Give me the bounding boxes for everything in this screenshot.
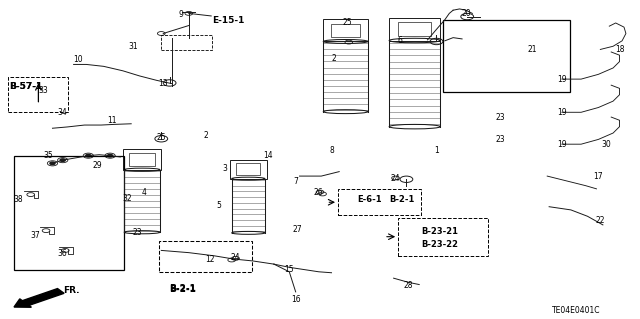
Text: 25: 25 <box>342 19 352 27</box>
Text: E-6-1: E-6-1 <box>357 195 381 204</box>
Text: 14: 14 <box>262 151 273 160</box>
Text: 25: 25 <box>156 133 166 142</box>
FancyArrow shape <box>14 289 64 307</box>
Text: 4: 4 <box>141 189 147 197</box>
Text: 10: 10 <box>73 56 83 64</box>
Text: 19: 19 <box>557 108 567 117</box>
Bar <box>389 18 440 41</box>
Text: 26: 26 <box>314 188 324 197</box>
Text: 17: 17 <box>593 172 604 181</box>
Text: 11: 11 <box>108 116 116 125</box>
Bar <box>443 20 570 92</box>
Text: B-23-21: B-23-21 <box>421 227 458 236</box>
Text: 2: 2 <box>204 131 209 140</box>
Text: 21: 21 <box>528 45 537 54</box>
Bar <box>398 218 488 256</box>
Text: 5: 5 <box>216 201 221 210</box>
Text: B-57-1: B-57-1 <box>10 82 43 91</box>
Text: B-2-1: B-2-1 <box>389 195 415 204</box>
Text: 27: 27 <box>292 225 303 234</box>
Bar <box>8 77 68 112</box>
Bar <box>159 241 252 272</box>
Text: 2: 2 <box>332 54 337 63</box>
Bar <box>14 156 124 270</box>
Text: 19: 19 <box>557 75 567 84</box>
Text: 30: 30 <box>602 140 612 149</box>
Text: B-57-1: B-57-1 <box>10 82 43 91</box>
Text: 24: 24 <box>230 253 241 262</box>
Bar <box>123 149 161 170</box>
Bar <box>323 19 368 41</box>
Text: B-2-1: B-2-1 <box>169 284 196 293</box>
Circle shape <box>60 159 65 161</box>
Text: 19: 19 <box>557 140 567 149</box>
Circle shape <box>108 154 113 157</box>
Text: 31: 31 <box>128 42 138 51</box>
Text: 18: 18 <box>615 45 624 54</box>
Text: 24: 24 <box>390 174 401 182</box>
Text: 15: 15 <box>284 265 294 274</box>
Text: 22: 22 <box>596 216 605 225</box>
Text: 29: 29 <box>92 161 102 170</box>
Text: 8: 8 <box>329 146 334 155</box>
Text: B-2-1: B-2-1 <box>169 285 196 294</box>
Text: TE04E0401C: TE04E0401C <box>552 306 600 315</box>
Text: 32: 32 <box>122 194 132 203</box>
Text: 3: 3 <box>223 164 228 173</box>
Text: E-15-1: E-15-1 <box>212 16 245 25</box>
Bar <box>230 160 267 179</box>
Text: 13: 13 <box>158 79 168 88</box>
Bar <box>338 189 421 215</box>
Text: B-23-22: B-23-22 <box>421 241 458 249</box>
Text: 23: 23 <box>495 135 506 144</box>
Text: 34: 34 <box>58 108 68 117</box>
Circle shape <box>50 162 55 165</box>
Text: 20: 20 <box>461 9 471 18</box>
Text: 12: 12 <box>205 255 214 263</box>
Text: 16: 16 <box>291 295 301 304</box>
Text: 35: 35 <box>43 151 53 160</box>
Bar <box>236 163 260 175</box>
Text: 36: 36 <box>58 249 68 258</box>
Circle shape <box>86 154 91 157</box>
Bar <box>161 35 212 50</box>
Text: 33: 33 <box>38 86 49 95</box>
Text: 28: 28 <box>404 281 413 290</box>
Text: 7: 7 <box>293 177 298 186</box>
Text: 9: 9 <box>178 10 183 19</box>
Bar <box>129 153 155 166</box>
Text: 38: 38 <box>13 195 23 204</box>
Text: 23: 23 <box>495 113 506 122</box>
Text: 1: 1 <box>434 146 439 155</box>
Bar <box>397 22 431 36</box>
Text: 37: 37 <box>30 231 40 240</box>
Text: FR.: FR. <box>63 286 79 295</box>
Text: 6: 6 <box>397 36 403 45</box>
Text: 23: 23 <box>132 228 143 237</box>
Bar <box>331 24 360 37</box>
